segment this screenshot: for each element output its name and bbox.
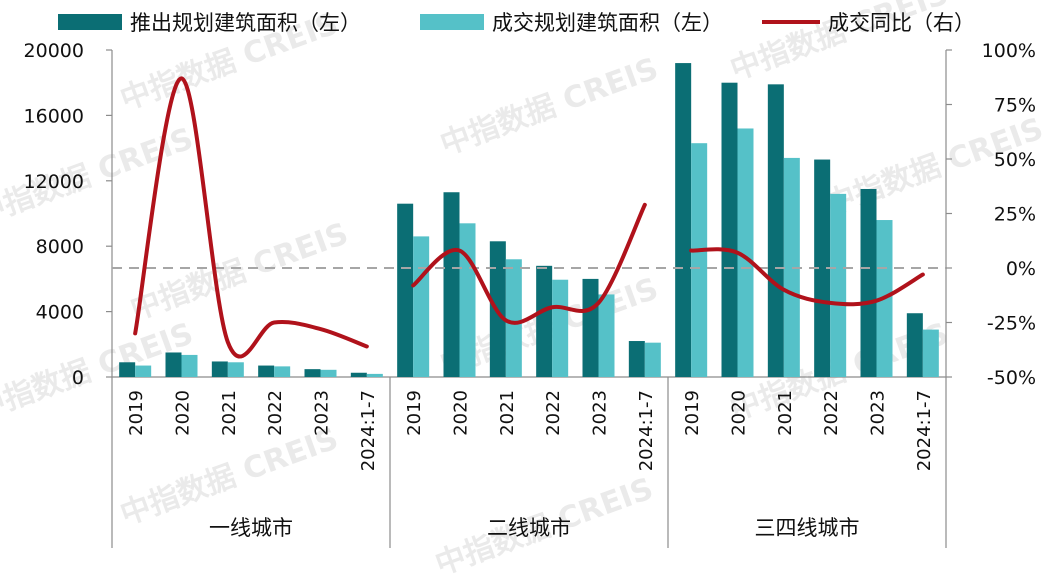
bar-launch — [211, 361, 228, 377]
bar-launch — [165, 352, 182, 377]
x-category-label: 2019 — [404, 390, 425, 436]
x-category-label: 2022 — [821, 390, 842, 436]
bar-launch — [721, 82, 738, 377]
group-label: 二线城市 — [487, 516, 571, 540]
x-category-label: 2023 — [312, 390, 333, 436]
bar-launch — [906, 313, 923, 377]
yoy-line-3 — [689, 247, 925, 307]
legend-swatch-deal — [420, 14, 484, 30]
x-category-label: 2021 — [497, 390, 518, 436]
watermark-text: 中指数据 CREIS — [436, 51, 663, 162]
bar-launch — [397, 203, 414, 377]
group-label: 三四线城市 — [755, 516, 860, 540]
bar-launch — [582, 278, 599, 377]
x-category-label: 2022 — [265, 390, 286, 436]
x-category-label: 2021 — [219, 390, 240, 436]
bar-launch — [628, 341, 645, 377]
legend-label-deal: 成交规划建筑面积（左） — [492, 11, 723, 35]
y-left-tick-label: 16000 — [24, 105, 84, 127]
bar-deal — [135, 365, 152, 377]
bar-launch — [258, 365, 275, 377]
x-category-label: 2020 — [173, 390, 194, 436]
bar-deal — [227, 362, 244, 377]
bar-deal — [459, 223, 476, 377]
y-left-tick-label: 8000 — [36, 236, 84, 258]
bar-deal — [922, 329, 939, 377]
bar-launch — [119, 362, 136, 377]
bar-deal — [181, 354, 198, 377]
bar-deal — [274, 366, 291, 377]
bar-deal — [366, 373, 383, 377]
x-category-label: 2024:1-7 — [914, 390, 935, 471]
y-left-tick-label: 4000 — [36, 302, 84, 324]
bar-launch — [350, 372, 367, 377]
bar-deal — [644, 342, 661, 377]
bar-deal — [691, 143, 708, 377]
y-right-tick-label: 100% — [982, 40, 1036, 62]
bar-deal — [783, 157, 800, 377]
y-right-tick-label: -25% — [987, 313, 1036, 335]
yoy-line-2 — [411, 202, 647, 325]
legend-swatch-launch — [58, 14, 122, 30]
x-category-label: 2023 — [590, 390, 611, 436]
bar-deal — [552, 279, 569, 377]
bar-deal — [505, 259, 522, 377]
bar-deal — [598, 294, 615, 377]
bar-launch — [304, 369, 321, 377]
legend-label-launch: 推出规划建筑面积（左） — [130, 11, 361, 35]
bar-deal — [737, 128, 754, 377]
x-category-label: 2020 — [729, 390, 750, 436]
x-category-label: 2022 — [543, 390, 564, 436]
bar-deal — [830, 193, 847, 377]
y-right-tick-label: -50% — [987, 367, 1036, 389]
y-right-tick-label: 75% — [994, 95, 1036, 117]
bar-deal — [413, 236, 430, 377]
yoy-line-1 — [133, 76, 369, 359]
x-category-label: 2023 — [868, 390, 889, 436]
bar-launch — [767, 84, 784, 378]
x-category-label: 2021 — [775, 390, 796, 436]
x-category-label: 2024:1-7 — [358, 390, 379, 471]
bar-launch — [675, 63, 692, 378]
bar-launch — [536, 265, 553, 377]
bar-deal — [320, 369, 337, 377]
y-left-tick-label: 20000 — [24, 40, 84, 62]
y-left-tick-label: 0 — [72, 367, 84, 389]
y-right-tick-label: 50% — [994, 149, 1036, 171]
x-category-label: 2019 — [126, 390, 147, 436]
y-right-tick-label: 0% — [1006, 258, 1036, 280]
legend-label-yoy: 成交同比（右） — [828, 11, 975, 35]
bar-launch — [860, 188, 877, 377]
bar-launch — [443, 192, 460, 377]
x-category-label: 2020 — [451, 390, 472, 436]
y-left-tick-label: 12000 — [24, 171, 84, 193]
x-category-label: 2024:1-7 — [636, 390, 657, 471]
y-right-tick-label: 25% — [994, 204, 1036, 226]
group-label: 一线城市 — [209, 516, 293, 540]
watermark-text: 中指数据 CREIS — [126, 216, 353, 327]
x-category-label: 2019 — [682, 390, 703, 436]
bar-launch — [814, 159, 831, 377]
